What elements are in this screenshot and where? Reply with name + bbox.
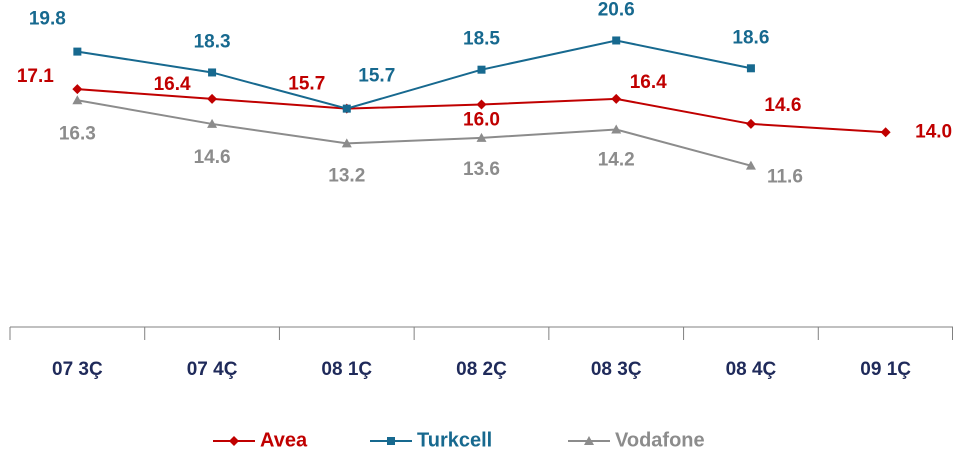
data-label: 13.2 [328, 165, 365, 186]
data-label: 16.3 [59, 123, 96, 144]
data-label: 14.0 [915, 121, 952, 142]
legend-label: Avea [260, 429, 308, 451]
marker [72, 95, 83, 105]
marker [207, 93, 218, 104]
marker [208, 68, 217, 77]
marker [746, 64, 755, 73]
data-label: 17.1 [17, 66, 54, 87]
marker [342, 104, 351, 113]
x-tick-label: 08 1Ç [321, 359, 372, 380]
data-label: 16.4 [154, 74, 191, 95]
legend-label: Vodafone [615, 429, 705, 451]
data-label: 18.5 [463, 29, 500, 50]
data-label: 20.6 [598, 0, 635, 20]
marker [477, 65, 486, 74]
data-label: 18.6 [732, 27, 769, 48]
x-tick-label: 08 4Ç [726, 359, 777, 380]
data-label: 14.2 [598, 150, 635, 171]
marker [611, 93, 622, 104]
marker [745, 118, 756, 129]
x-tick-label: 08 3Ç [591, 359, 642, 380]
marker [387, 437, 395, 445]
data-label: 16.0 [463, 109, 500, 130]
legend-label: Turkcell [417, 429, 492, 451]
x-tick-label: 09 1Ç [860, 359, 911, 380]
x-tick-label: 07 3Ç [52, 359, 103, 380]
marker [341, 138, 352, 148]
series-line [77, 99, 752, 167]
marker [229, 436, 239, 446]
series-line [77, 39, 752, 110]
x-tick-label: 07 4Ç [187, 359, 238, 380]
marker [880, 127, 891, 138]
marker [745, 160, 756, 170]
data-label: 11.6 [767, 167, 803, 188]
data-label: 14.6 [194, 147, 231, 168]
x-tick-label: 08 2Ç [456, 359, 507, 380]
data-label: 15.7 [358, 66, 395, 87]
data-label: 16.4 [630, 72, 667, 93]
marker [73, 47, 82, 56]
marker [612, 36, 621, 45]
marker [72, 84, 83, 95]
marker [207, 118, 218, 128]
data-label: 14.6 [764, 95, 801, 116]
marker [611, 124, 622, 134]
data-label: 19.8 [29, 9, 66, 30]
data-label: 13.6 [463, 159, 500, 180]
data-label: 15.7 [288, 74, 325, 95]
marker [476, 99, 487, 110]
marker [584, 436, 594, 445]
data-label: 18.3 [194, 31, 231, 52]
marker [476, 132, 487, 142]
